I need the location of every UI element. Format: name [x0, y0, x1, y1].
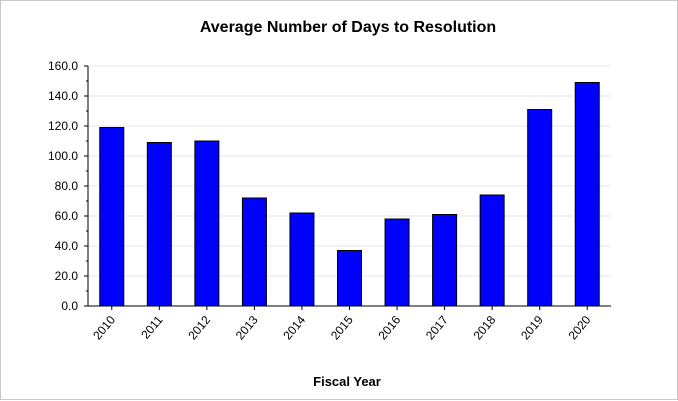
x-tick-label: 2017: [423, 313, 451, 343]
x-tick-label: 2010: [90, 313, 118, 343]
y-tick-labels: 0.0 20.0 40.0 60.0 80.0 100.0 120.0 140.0 160.0: [48, 59, 78, 313]
bars: [99, 82, 600, 307]
y-tick-label: 80.0: [55, 179, 79, 193]
x-tick-label: 2011: [138, 313, 166, 342]
bar-2020: [574, 82, 600, 307]
chart-title: Average Number of Days to Resolution: [200, 19, 496, 36]
x-tick-label: 2016: [375, 313, 403, 343]
x-axis-label: Fiscal Year: [313, 374, 381, 389]
bar-2010: [99, 127, 125, 307]
x-tick-label: 2018: [471, 313, 499, 343]
bar-2018: [479, 194, 505, 307]
y-tick-label: 100.0: [48, 149, 78, 163]
bar-2013: [241, 197, 267, 307]
x-tick-label: 2014: [280, 313, 308, 343]
x-tick-label: 2012: [185, 313, 213, 343]
x-tick-label: 2013: [233, 313, 261, 343]
axes: [84, 65, 611, 310]
y-tick-label: 0.0: [61, 299, 78, 313]
bar-2016: [384, 218, 410, 307]
grid-lines: [88, 65, 611, 277]
x-tick-label: 2019: [518, 313, 546, 343]
bar-2014: [289, 212, 315, 307]
bar-2017: [432, 214, 458, 307]
bar-2012: [194, 140, 220, 307]
bar-2011: [146, 142, 172, 307]
x-tick-label: 2015: [328, 313, 356, 343]
x-tick-labels: 2010 2011 2012 2013 2014 2015 2016 2017 2018 2019…: [90, 313, 594, 343]
y-tick-label: 160.0: [48, 59, 78, 73]
x-tick-label: 2020: [566, 313, 594, 343]
y-tick-label: 120.0: [48, 119, 78, 133]
bar-2019: [527, 109, 553, 307]
bar-2015: [337, 250, 362, 307]
y-tick-label: 40.0: [55, 239, 79, 253]
y-tick-label: 140.0: [48, 89, 78, 103]
y-tick-label: 60.0: [55, 209, 79, 223]
y-tick-label: 20.0: [55, 269, 79, 283]
